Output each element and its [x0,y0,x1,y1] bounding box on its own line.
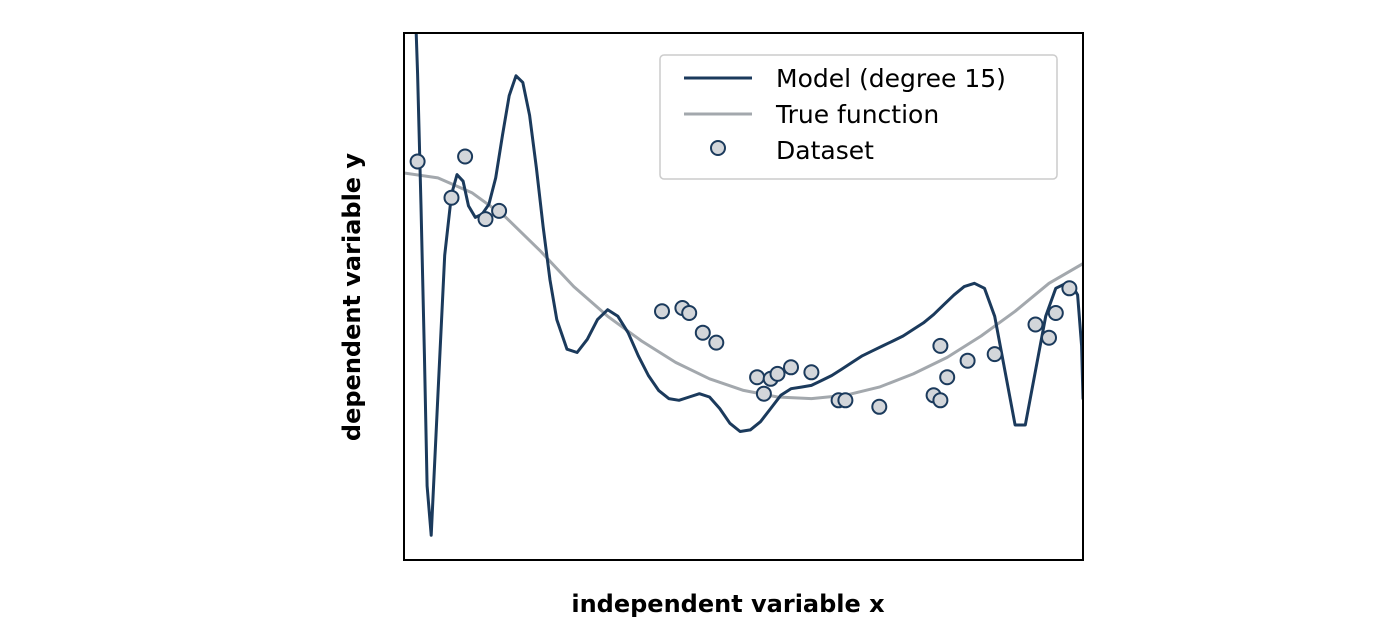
data-point [783,359,799,376]
data-point [457,148,474,165]
y-axis-label: dependent variable y [338,153,366,442]
legend-entry-label: Dataset [776,136,874,165]
data-point [837,392,854,409]
data-point [932,337,949,354]
legend-entry-label: True function [775,100,939,129]
data-point [491,202,508,219]
data-point [749,369,766,386]
data-point [986,346,1003,363]
legend-entry-label: Model (degree 15) [776,64,1006,93]
data-point [654,303,670,320]
data-point [932,392,949,409]
data-point [443,189,460,206]
data-point [1061,280,1078,297]
x-axis-label: independent variable x [571,590,885,618]
data-point [939,369,956,386]
data-point [409,153,426,170]
data-point [1047,305,1064,321]
true-function-line [404,171,1083,401]
plot-area [403,32,1084,561]
legend-swatch-marker [710,140,726,156]
data-point [1027,316,1044,333]
data-point [681,305,698,321]
series-group [404,33,1083,537]
data-point [803,364,820,381]
data-point [871,398,888,415]
legend-box [659,54,1058,180]
data-point [959,352,976,369]
data-point [708,334,725,351]
data-point [755,385,772,402]
data-point [694,324,711,341]
data-point [769,365,786,382]
data-point [1041,329,1057,346]
data-point [477,211,494,228]
legend: Model (degree 15) True function Dataset [659,54,1058,180]
plot-frame [403,32,1084,561]
